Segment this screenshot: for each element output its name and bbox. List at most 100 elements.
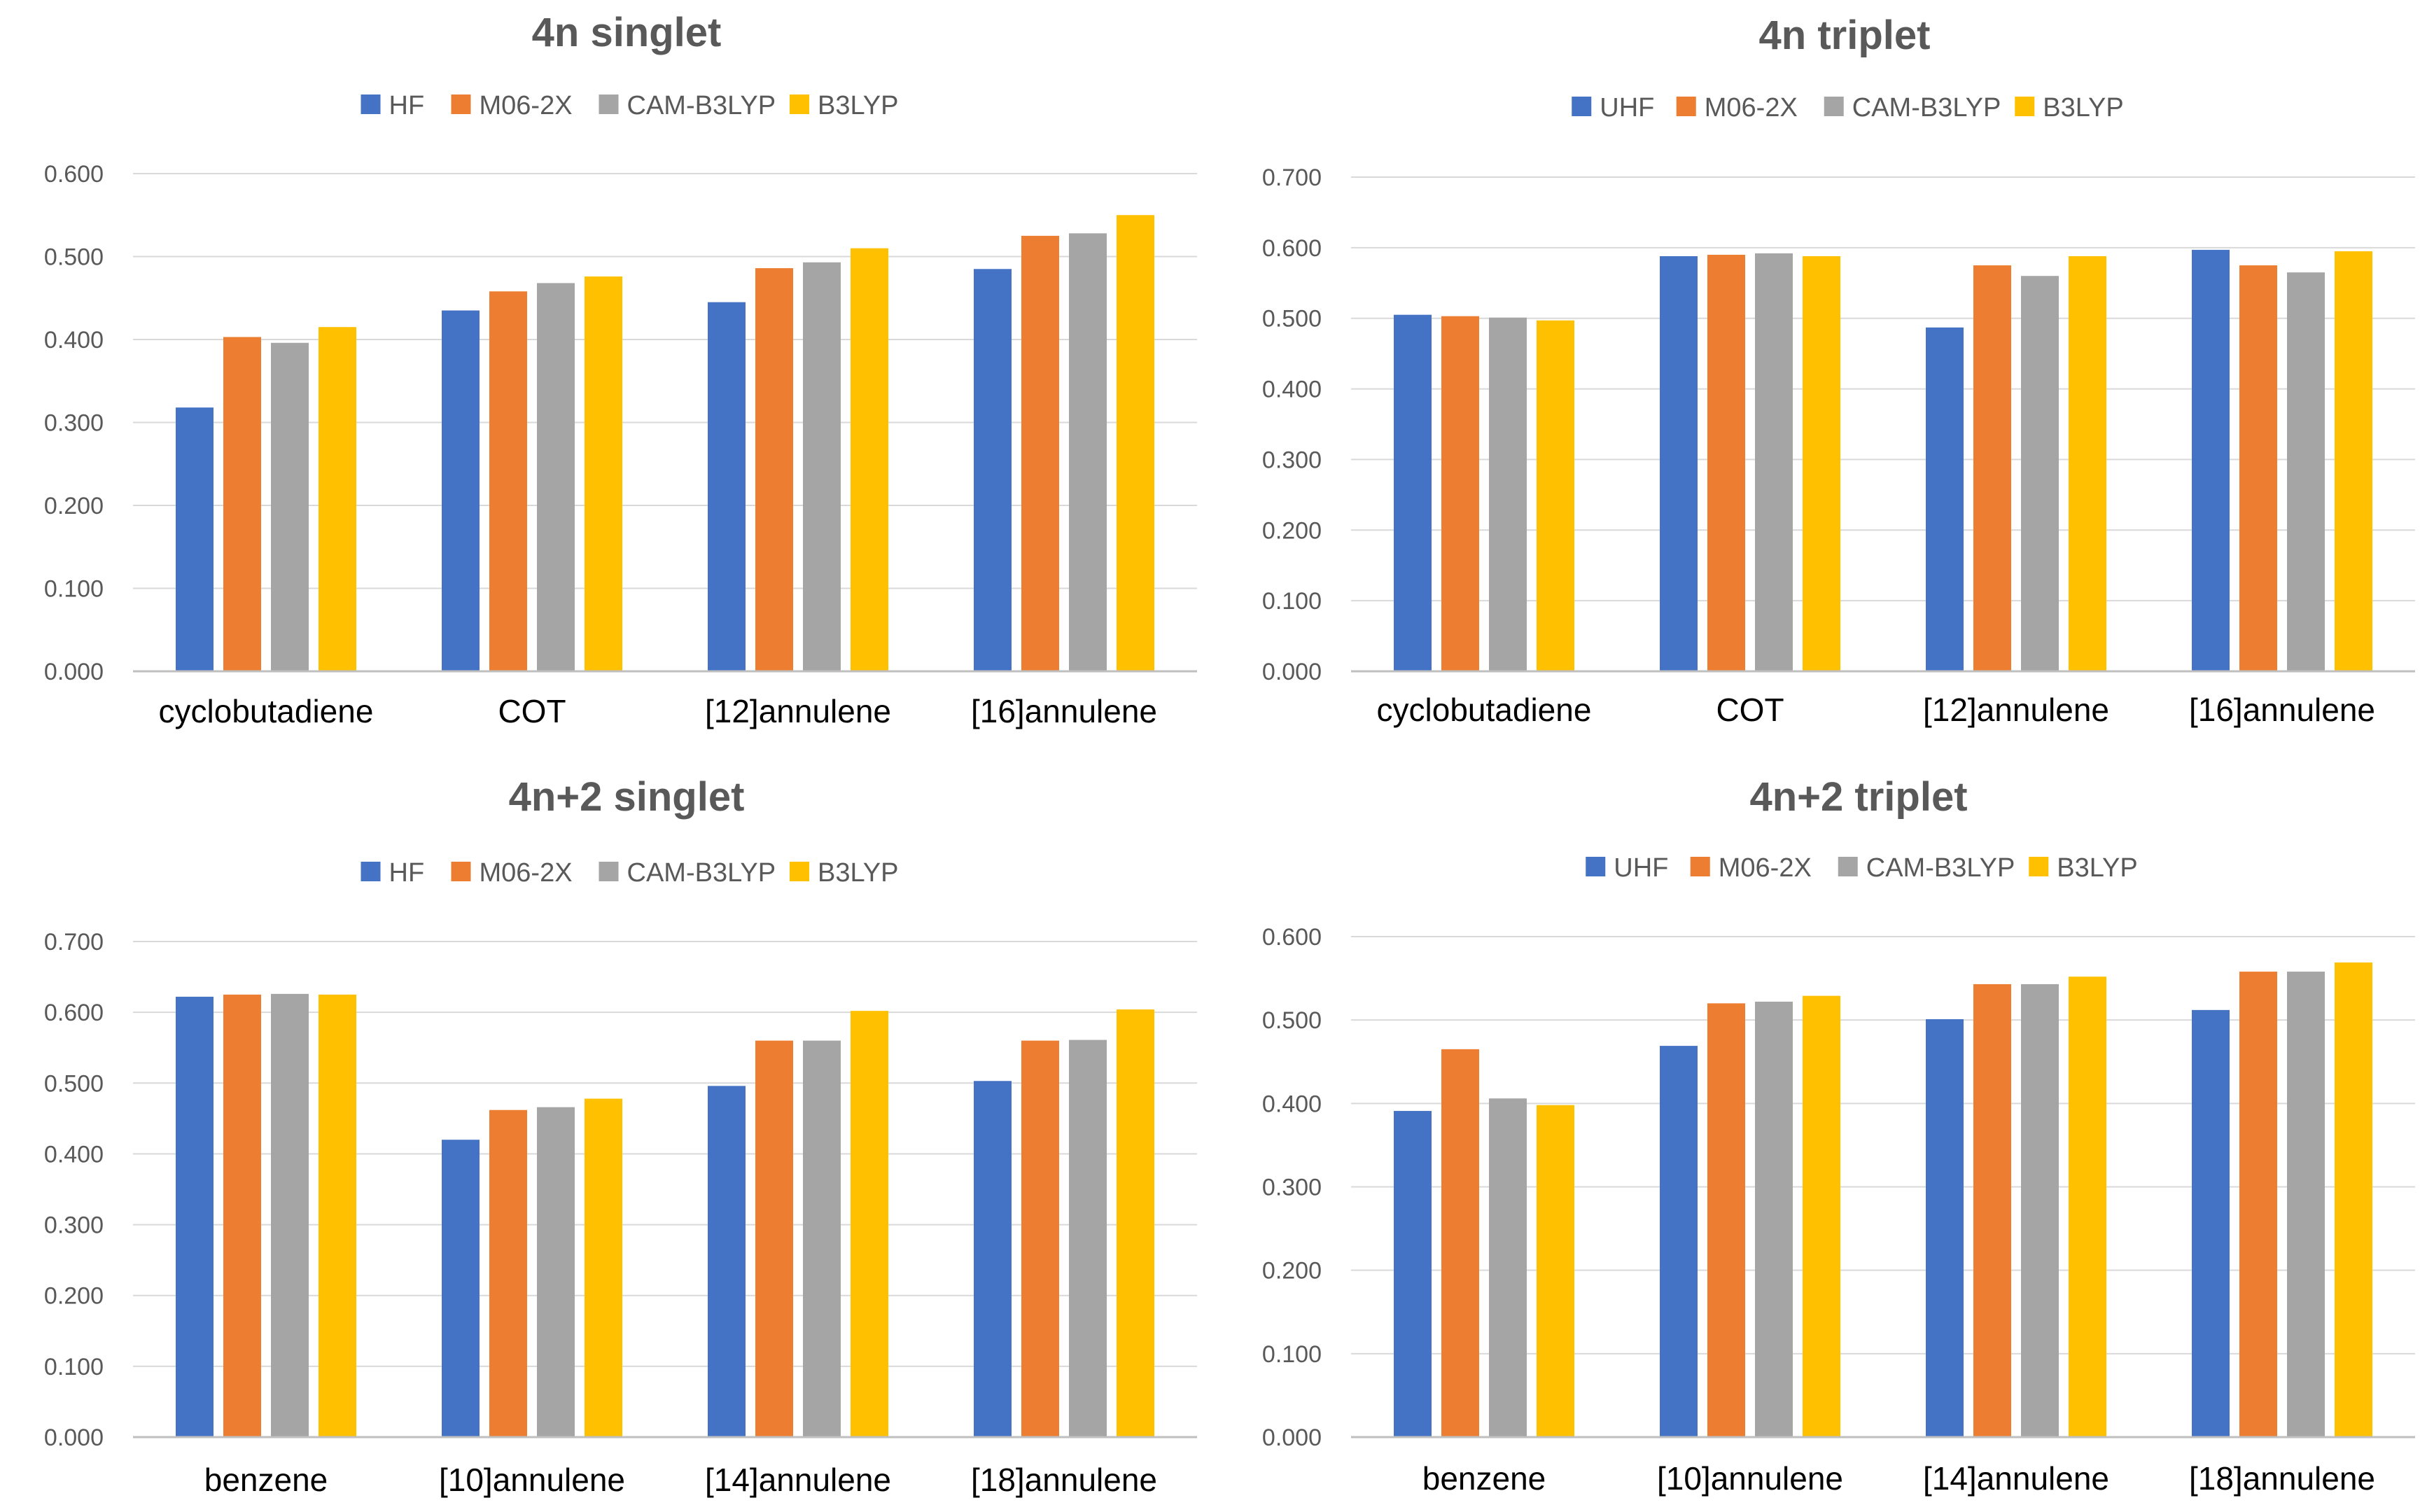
y-tick-label: 0.600: [1262, 235, 1322, 262]
bar-hf-3: [708, 302, 746, 671]
bar-b3lyp-3: [2069, 255, 2106, 672]
legend-swatch: [790, 862, 809, 881]
y-tick-label: 0.200: [1262, 1258, 1322, 1284]
legend-swatch: [1838, 857, 1858, 876]
bar-cam-b3lyp-1: [271, 342, 309, 671]
legend-item-uhf: UHF: [1586, 853, 1668, 883]
bar-b3lyp-4: [2335, 251, 2372, 671]
bar-cam-b3lyp-3: [2021, 276, 2059, 671]
chart-panel-1: 4n singlet HF M06-2X CAM-B3LYP B3LYP 0.000 0.1…: [44, 10, 1197, 729]
category-label: [10]annulene: [1657, 1460, 1843, 1497]
bar-m06-2x-2: [489, 1110, 527, 1437]
bar-b3lyp-2: [1803, 995, 1840, 1437]
bar-m06-2x-3: [1973, 983, 2011, 1437]
y-tick-label: 0.300: [1262, 1175, 1322, 1201]
bar-b3lyp-1: [319, 327, 356, 671]
bar-hf-4: [974, 269, 1012, 671]
legend-label: CAM-B3LYP: [1866, 853, 2015, 883]
bar-hf-2: [442, 1140, 480, 1437]
bar-uhf-1: [1394, 314, 1432, 671]
y-tick-label: 0.700: [44, 929, 104, 955]
bar-m06-2x-3: [755, 1040, 793, 1437]
legend-swatch: [451, 94, 471, 114]
category-label: benzene: [204, 1462, 328, 1498]
chart-panel-3: 4n+2 singlet HF M06-2X CAM-B3LYP B3LYP 0.000 0…: [44, 774, 1197, 1498]
bar-uhf-2: [1660, 1046, 1698, 1437]
legend-label: M06-2X: [1705, 93, 1798, 122]
bar-hf-3: [708, 1086, 746, 1437]
chart-panel-4: 4n+2 triplet UHF M06-2X CAM-B3LYP B3LYP 0.000…: [1262, 774, 2415, 1497]
legend-swatch: [1676, 97, 1696, 116]
legend-item-b3lyp: B3LYP: [790, 91, 898, 120]
category-label: [18]annulene: [971, 1462, 1157, 1498]
legend-swatch: [599, 862, 619, 881]
bar-cam-b3lyp-4: [2287, 972, 2325, 1437]
legend-label: CAM-B3LYP: [627, 858, 776, 888]
bar-cam-b3lyp-2: [1755, 1001, 1793, 1437]
bar-b3lyp-2: [585, 276, 622, 671]
legend-label: M06-2X: [480, 91, 573, 120]
bar-hf-4: [974, 1081, 1012, 1437]
bar-uhf-4: [2192, 249, 2230, 672]
bar-cam-b3lyp-3: [803, 262, 841, 671]
legend-swatch: [1690, 857, 1710, 876]
y-tick-label: 0.000: [44, 1424, 104, 1451]
bar-b3lyp-3: [2069, 976, 2106, 1437]
bar-cam-b3lyp-3: [803, 1040, 841, 1437]
category-label: COT: [498, 693, 566, 729]
bar-cam-b3lyp-4: [2287, 272, 2325, 672]
bar-cam-b3lyp-4: [1069, 233, 1107, 671]
legend-item-cam-b3lyp: CAM-B3LYP: [1838, 853, 2015, 883]
chart-title: 4n+2 triplet: [1749, 774, 1967, 820]
bar-m06-2x-4: [2239, 972, 2277, 1437]
legend-label: UHF: [1600, 93, 1654, 122]
y-tick-label: 0.300: [1262, 447, 1322, 473]
category-label: benzene: [1422, 1460, 1546, 1497]
bar-b3lyp-3: [851, 248, 888, 671]
category-label: [12]annulene: [705, 693, 891, 729]
chart-legend: HF M06-2X CAM-B3LYP B3LYP: [361, 91, 898, 120]
y-tick-label: 0.200: [44, 1283, 104, 1310]
category-label: COT: [1716, 692, 1784, 728]
legend-item-hf: HF: [361, 858, 425, 888]
category-label: [14]annulene: [705, 1462, 891, 1498]
y-tick-label: 0.400: [44, 327, 104, 354]
bar-cam-b3lyp-3: [2021, 983, 2059, 1437]
y-tick-label: 0.300: [44, 410, 104, 437]
legend-swatch: [1572, 97, 1592, 116]
bar-uhf-1: [1394, 1111, 1432, 1437]
legend-label: HF: [389, 91, 425, 120]
y-tick-label: 0.100: [1262, 588, 1322, 615]
bar-uhf-3: [1926, 327, 1964, 671]
bar-uhf-4: [2192, 1009, 2230, 1437]
legend-label: HF: [389, 858, 425, 888]
y-tick-label: 0.400: [1262, 1091, 1322, 1117]
legend-item-b3lyp: B3LYP: [2029, 853, 2138, 883]
y-tick-label: 0.100: [1262, 1341, 1322, 1368]
bar-m06-2x-4: [1021, 1040, 1059, 1437]
legend-swatch: [451, 862, 471, 881]
bar-b3lyp-4: [1117, 1009, 1154, 1437]
bar-m06-2x-1: [1441, 316, 1479, 671]
y-tick-label: 0.000: [1262, 659, 1322, 685]
y-tick-label: 0.600: [44, 161, 104, 188]
legend-item-cam-b3lyp: CAM-B3LYP: [599, 858, 776, 888]
bar-m06-2x-1: [223, 994, 261, 1437]
bar-m06-2x-2: [489, 291, 527, 671]
y-tick-label: 0.200: [44, 493, 104, 519]
bar-b3lyp-4: [2335, 962, 2372, 1437]
legend-item-b3lyp: B3LYP: [790, 858, 898, 888]
bar-b3lyp-2: [585, 1098, 622, 1437]
legend-swatch: [599, 94, 619, 114]
bar-m06-2x-1: [223, 337, 261, 671]
category-label: [12]annulene: [1923, 692, 2109, 728]
legend-swatch: [1824, 97, 1844, 116]
legend-item-hf: HF: [361, 91, 425, 120]
y-tick-label: 0.500: [1262, 1007, 1322, 1034]
y-tick-label: 0.600: [44, 1000, 104, 1026]
legend-item-m06-2x: M06-2X: [451, 858, 573, 888]
bar-m06-2x-4: [2239, 265, 2277, 672]
bar-uhf-3: [1926, 1018, 1964, 1437]
legend-swatch: [2015, 97, 2035, 116]
